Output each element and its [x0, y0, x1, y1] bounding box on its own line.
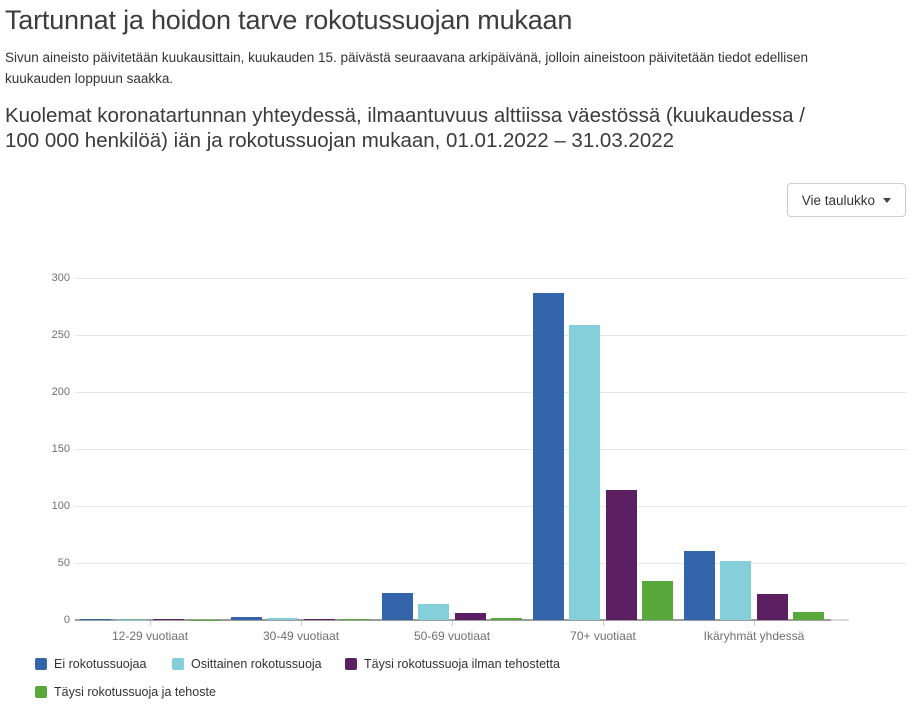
bar-3-cat-4[interactable]	[605, 490, 637, 620]
legend-color-swatch	[345, 658, 357, 670]
x-category-label: 30-49 vuotiaat	[262, 629, 340, 643]
x-axis-tick	[603, 621, 604, 626]
gridline	[75, 392, 907, 394]
gridline	[75, 278, 907, 280]
bar-4-cat-4[interactable]	[642, 581, 674, 620]
y-axis-tick-label: 100	[51, 499, 70, 512]
legend-label: Täysi rokotussuoja ja tehoste	[54, 685, 216, 699]
x-axis-tick	[301, 621, 302, 626]
bar-1-cat-1[interactable]	[79, 618, 111, 620]
export-table-button[interactable]: Vie taulukko	[786, 183, 906, 217]
bar-1-cat-2[interactable]	[230, 616, 262, 620]
legend-label: Ei rokotussuojaa	[54, 657, 147, 671]
chart-legend: Ei rokotussuojaa Osittainen rokotussuoja T…	[35, 653, 895, 709]
x-axis-line	[75, 619, 831, 621]
gridline	[75, 449, 907, 451]
bar-4-cat-2[interactable]	[340, 618, 372, 620]
chevron-down-icon	[883, 197, 891, 203]
x-category-label: Ikäryhmät yhdessä	[703, 629, 805, 643]
legend-item-series-1[interactable]: Ei rokotussuojaa	[35, 657, 172, 671]
gridline	[75, 506, 907, 508]
x-axis-tick	[452, 621, 453, 626]
x-category-label: 70+ vuotiaat	[570, 629, 636, 643]
y-axis-tick-label: 300	[51, 271, 70, 284]
bar-1-cat-4[interactable]	[532, 293, 564, 620]
legend-color-swatch	[172, 658, 184, 670]
bar-2-cat-4[interactable]	[569, 324, 601, 620]
x-axis-line-extension	[831, 619, 849, 621]
y-axis-tick-label: 50	[57, 556, 70, 569]
legend-row: Täysi rokotussuoja ja tehoste	[35, 681, 895, 703]
bar-3-cat-1[interactable]	[152, 618, 184, 620]
legend-item-series-4[interactable]: Täysi rokotussuoja ja tehoste	[35, 685, 216, 699]
legend-row: Ei rokotussuojaa Osittainen rokotussuoja T…	[35, 653, 895, 675]
bar-3-cat-2[interactable]	[303, 618, 335, 620]
page-description: Sivun aineisto päivitetään kuukausittain…	[5, 50, 809, 86]
legend-item-series-3[interactable]: Täysi rokotussuoja ilman tehostetta	[345, 657, 560, 671]
bar-2-cat-2[interactable]	[267, 617, 299, 620]
bar-1-cat-5[interactable]	[683, 550, 715, 620]
x-axis-tick	[754, 621, 755, 626]
bar-3-cat-3[interactable]	[454, 613, 486, 620]
x-category-label: 50-69 vuotiaat	[413, 629, 491, 643]
gridline	[75, 335, 907, 337]
bar-3-cat-5[interactable]	[756, 593, 788, 620]
legend-color-swatch	[35, 658, 47, 670]
legend-item-series-2[interactable]: Osittainen rokotussuoja	[172, 657, 345, 671]
y-axis-tick-label: 200	[51, 385, 70, 398]
export-table-button-label: Vie taulukko	[801, 192, 875, 208]
page-title: Tartunnat ja hoidon tarve rokotussuojan …	[5, 5, 573, 35]
bar-4-cat-3[interactable]	[491, 617, 523, 620]
y-axis-tick-label: 250	[51, 328, 70, 341]
chart-title: Kuolemat koronatartunnan yhteydessä, ilm…	[5, 104, 805, 152]
legend-label: Osittainen rokotussuoja	[191, 657, 322, 671]
legend-label: Täysi rokotussuoja ilman tehostetta	[364, 657, 560, 671]
x-category-label: 12-29 vuotiaat	[111, 629, 189, 643]
bar-2-cat-5[interactable]	[720, 560, 752, 620]
bar-2-cat-3[interactable]	[418, 604, 450, 620]
bar-1-cat-3[interactable]	[381, 592, 413, 620]
y-axis-tick-label: 150	[51, 442, 70, 455]
y-axis-tick-label: 0	[63, 613, 70, 626]
gridline	[75, 563, 907, 565]
legend-color-swatch	[35, 686, 47, 698]
x-axis-tick	[150, 621, 151, 626]
bar-4-cat-5[interactable]	[793, 612, 825, 620]
